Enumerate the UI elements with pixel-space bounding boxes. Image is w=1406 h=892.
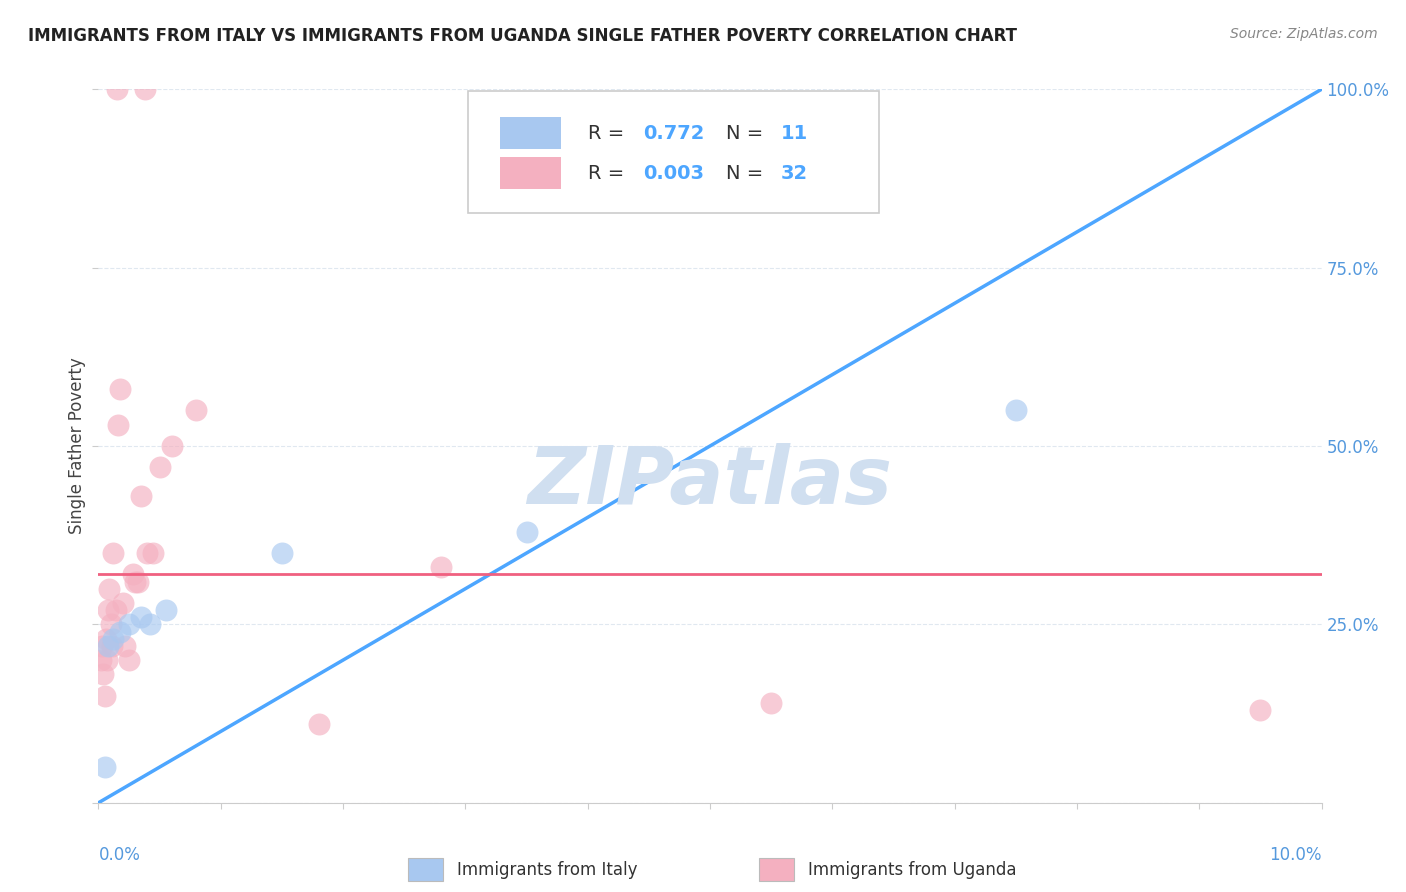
Point <box>124 574 146 589</box>
Point <box>127 574 149 589</box>
Point <box>142 546 165 560</box>
Point <box>1250 703 1272 717</box>
Point <box>93 689 115 703</box>
Text: 32: 32 <box>780 164 808 183</box>
Y-axis label: Single Father Poverty: Single Father Poverty <box>67 358 86 534</box>
Point <box>114 639 136 653</box>
Text: N =: N = <box>725 124 769 143</box>
Text: 0.0%: 0.0% <box>98 846 141 863</box>
Text: N =: N = <box>725 164 769 183</box>
Point <box>100 617 122 632</box>
Text: 10.0%: 10.0% <box>1270 846 1322 863</box>
Point <box>91 667 114 681</box>
Point <box>97 603 120 617</box>
Bar <box>499 118 561 150</box>
Point <box>111 596 134 610</box>
Point <box>516 524 538 539</box>
Point <box>104 603 127 617</box>
Point <box>134 82 156 96</box>
Point <box>101 632 124 646</box>
Point <box>110 624 132 639</box>
FancyBboxPatch shape <box>468 91 879 212</box>
Bar <box>499 157 561 189</box>
Point <box>91 639 114 653</box>
Text: R =: R = <box>588 164 630 183</box>
Point <box>98 582 121 596</box>
Text: Immigrants from Italy: Immigrants from Italy <box>457 861 637 879</box>
Text: Immigrants from Uganda: Immigrants from Uganda <box>808 861 1017 879</box>
Text: IMMIGRANTS FROM ITALY VS IMMIGRANTS FROM UGANDA SINGLE FATHER POVERTY CORRELATIO: IMMIGRANTS FROM ITALY VS IMMIGRANTS FROM… <box>28 27 1017 45</box>
Point <box>1004 403 1026 417</box>
Point <box>101 546 124 560</box>
Text: 11: 11 <box>780 124 808 143</box>
Point <box>118 617 141 632</box>
Point <box>136 546 159 560</box>
Point <box>110 382 132 396</box>
Point <box>270 546 294 560</box>
Point <box>121 567 143 582</box>
Point <box>118 653 141 667</box>
Text: ZIPatlas: ZIPatlas <box>527 442 893 521</box>
Point <box>96 653 118 667</box>
Point <box>129 489 152 503</box>
Point <box>139 617 162 632</box>
Point <box>93 760 115 774</box>
Point <box>761 696 783 710</box>
Point <box>155 603 177 617</box>
Point <box>186 403 208 417</box>
Point <box>308 717 330 731</box>
Point <box>105 82 128 96</box>
Point <box>149 460 172 475</box>
Point <box>129 610 152 624</box>
Text: 0.772: 0.772 <box>643 124 704 143</box>
Text: R =: R = <box>588 124 630 143</box>
Text: Source: ZipAtlas.com: Source: ZipAtlas.com <box>1230 27 1378 41</box>
Point <box>101 639 124 653</box>
Text: 0.003: 0.003 <box>643 164 704 183</box>
Point <box>107 417 129 432</box>
Point <box>94 632 117 646</box>
Point <box>160 439 183 453</box>
Point <box>430 560 453 574</box>
Point <box>97 639 120 653</box>
Point <box>90 653 112 667</box>
